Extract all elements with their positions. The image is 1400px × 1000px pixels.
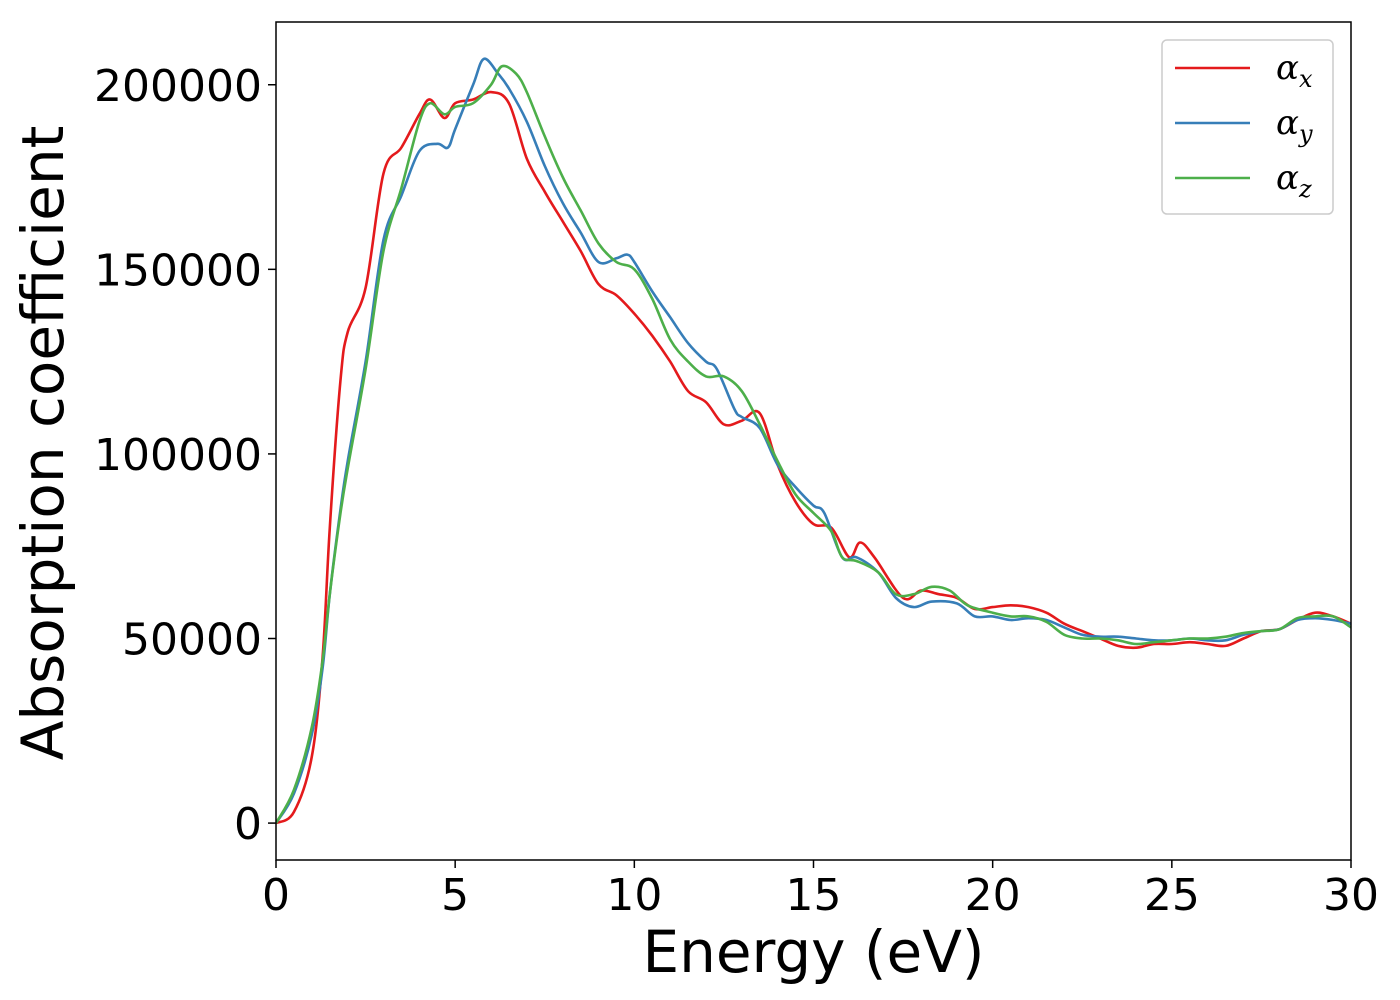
legend-label-z: αz [1276,158,1312,203]
x-tick-label: 15 [786,870,842,921]
x-tick-label: 25 [1144,870,1200,921]
y-tick-label: 50000 [122,615,262,666]
legend-label-x: αx [1276,48,1313,93]
x-tick-label: 30 [1323,870,1379,921]
x-tick-label: 10 [606,870,662,921]
y-tick-label: 0 [234,799,262,850]
x-tick-label: 0 [262,870,290,921]
x-tick-label: 5 [441,870,469,921]
series-line-y [276,57,1351,824]
ticks-layer: 0 5 10 15 20 25 30 0 50000 100000 150000 200000 [94,61,1379,921]
y-tick-label: 200000 [94,61,262,112]
x-tick-label: 20 [965,870,1021,921]
x-axis-label: Energy (eV) [642,918,984,986]
legend-label-y: αy [1276,103,1313,148]
legend: αx αy αz [1161,39,1334,215]
y-axis-label: Absorption coefficient [9,126,77,761]
legend-box [1161,39,1334,215]
y-tick-label: 100000 [94,430,262,481]
series-layer [276,57,1351,825]
y-tick-label: 150000 [94,245,262,296]
series-line-z [276,64,1351,824]
